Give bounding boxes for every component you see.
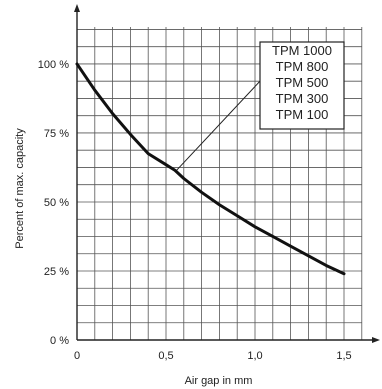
y-tick-label: 75 % <box>44 128 69 140</box>
series-line <box>75 62 346 276</box>
annotation-label: TPM 800 <box>276 59 329 74</box>
x-axis-arrow <box>372 337 380 343</box>
annotation-box <box>259 41 345 130</box>
y-axis-label: Percent of max. capacity <box>14 128 26 249</box>
annotation-label: TPM 500 <box>276 75 329 90</box>
y-tick-label: 50 % <box>44 197 69 209</box>
annotation-label: TPM 300 <box>276 91 329 106</box>
annotation-label: TPM 100 <box>276 107 329 122</box>
y-tick-label: 0 % <box>50 335 69 347</box>
annotation-leader-line <box>176 80 261 171</box>
y-axis-arrow <box>74 4 80 12</box>
y-tick-label: 100 % <box>38 59 69 71</box>
x-tick-label: 0 <box>74 350 80 362</box>
tick-labels: 0 0,5 1,0 1,5 0 % 25 % 50 % 75 % 100 % <box>38 59 352 362</box>
x-axis-label: Air gap in mm <box>185 375 253 387</box>
x-tick-label: 0,5 <box>158 350 173 362</box>
series <box>75 62 346 276</box>
x-tick-label: 1,0 <box>247 350 262 362</box>
x-tick-label: 1,5 <box>336 350 351 362</box>
y-tick-label: 25 % <box>44 266 69 278</box>
annotation-label: TPM 1000 <box>272 43 332 58</box>
